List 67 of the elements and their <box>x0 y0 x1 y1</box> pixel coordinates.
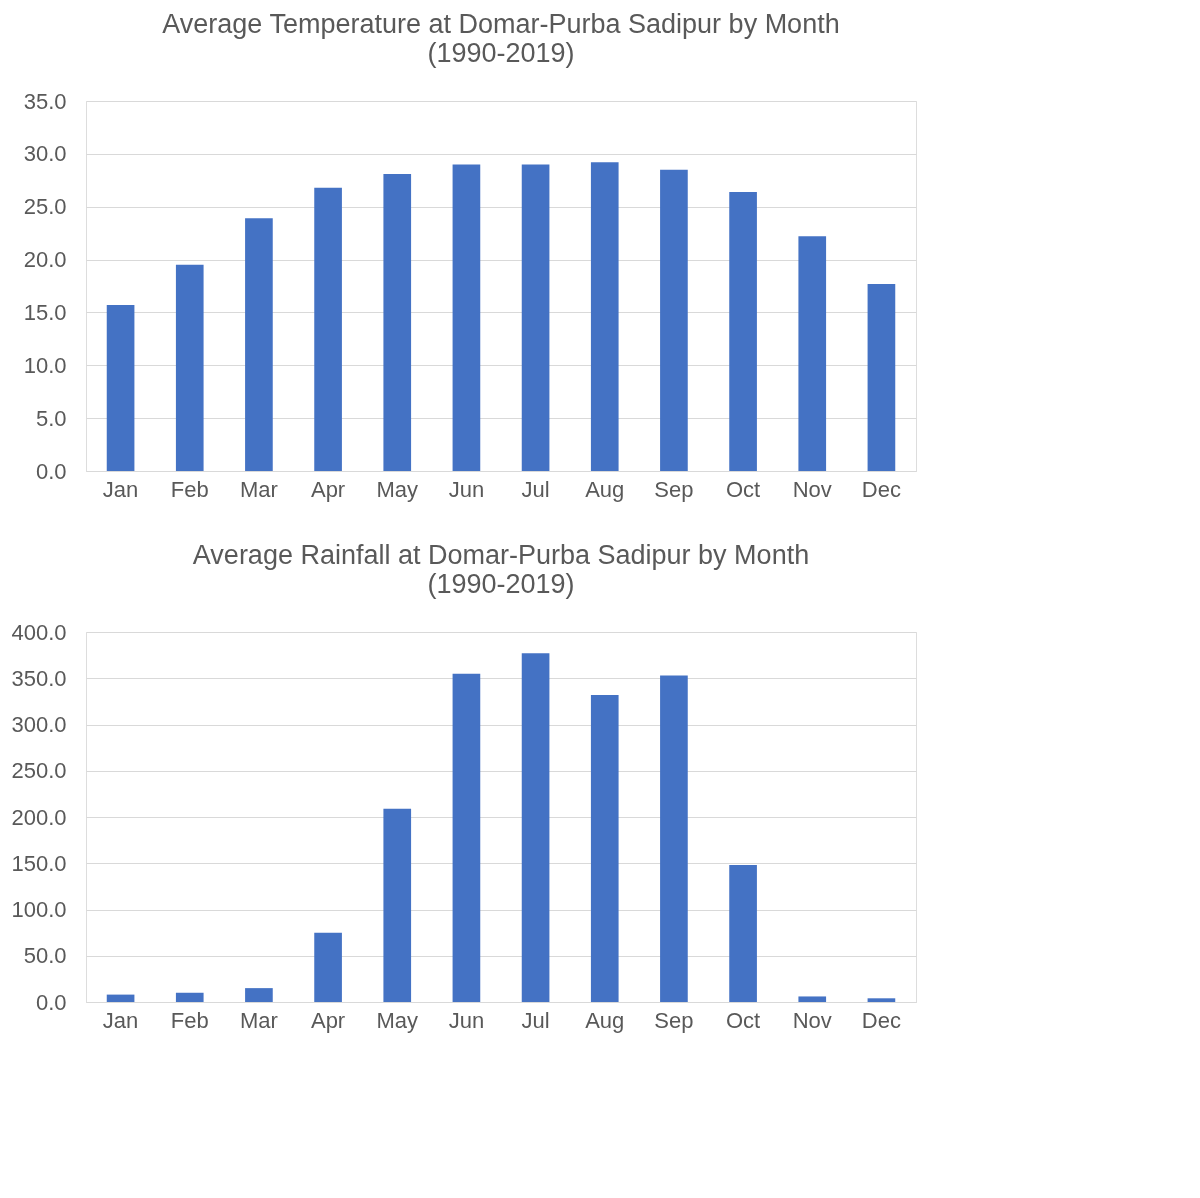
y-tick-label: 5.0 <box>35 405 67 431</box>
bar <box>245 988 273 1002</box>
y-tick-label: 50.0 <box>23 943 67 969</box>
y-tick-label: 400.0 <box>11 619 67 645</box>
bar <box>521 164 550 471</box>
y-tick-label: 35.0 <box>23 88 67 114</box>
y-tick-label: 100.0 <box>11 897 67 922</box>
bar <box>383 808 412 1002</box>
bar <box>798 236 827 471</box>
bar <box>660 169 688 471</box>
x-tick-label: Mar <box>239 476 278 502</box>
bar <box>729 865 757 1002</box>
bar <box>521 653 550 1002</box>
x-tick-label: Jan <box>102 476 139 502</box>
x-tick-label: Oct <box>725 476 761 502</box>
bar <box>590 694 619 1002</box>
y-tick-label: 0.0 <box>35 458 67 484</box>
x-tick-label: Jan <box>102 1007 139 1033</box>
x-tick-label: Jul <box>521 1007 550 1033</box>
y-tick-label: 350.0 <box>11 665 67 691</box>
x-tick-label: May <box>376 476 419 502</box>
x-tick-label: Mar <box>239 1007 278 1033</box>
x-tick-label: May <box>376 1007 419 1033</box>
bar <box>314 932 342 1002</box>
x-tick-label: Feb <box>170 476 209 502</box>
y-tick-label: 20.0 <box>23 247 67 273</box>
x-tick-label: Nov <box>792 476 832 502</box>
y-tick-label: 30.0 <box>23 141 67 167</box>
x-tick-label: Apr <box>310 1007 346 1033</box>
x-tick-label: Apr <box>310 476 346 502</box>
bar <box>314 187 342 471</box>
chart-title: Average Rainfall at Domar-Purba Sadipur by Month (1990-2019) <box>192 540 810 599</box>
x-tick-label: Sep <box>654 476 694 502</box>
bar <box>175 264 204 471</box>
y-tick-label: 10.0 <box>23 352 67 378</box>
x-tick-label: Aug <box>585 1007 625 1033</box>
x-tick-label: Aug <box>585 476 625 502</box>
y-tick-label: 200.0 <box>11 804 67 830</box>
bar <box>245 218 273 471</box>
bar <box>452 673 481 1002</box>
x-tick-label: Oct <box>725 1007 761 1033</box>
x-tick-label: Jul <box>521 476 550 502</box>
x-tick-label: Jun <box>448 1007 485 1033</box>
bar <box>590 162 619 471</box>
x-tick-label: Sep <box>654 1007 694 1033</box>
x-tick-label: Nov <box>792 1007 832 1033</box>
bar <box>660 675 688 1002</box>
y-tick-label: 300.0 <box>11 712 67 737</box>
y-tick-label: 250.0 <box>11 758 67 784</box>
bar <box>798 996 827 1002</box>
bar <box>383 173 412 471</box>
x-tick-label: Jun <box>448 476 485 502</box>
bar <box>729 191 757 471</box>
x-tick-label: Feb <box>170 1007 209 1033</box>
y-tick-label: 15.0 <box>23 299 67 325</box>
bar <box>175 992 204 1002</box>
y-tick-label: 0.0 <box>35 989 67 1015</box>
bar <box>867 283 896 471</box>
y-tick-label: 25.0 <box>23 194 67 220</box>
bar <box>106 994 135 1002</box>
x-tick-label: Dec <box>861 1007 901 1033</box>
y-tick-label: 150.0 <box>11 850 67 876</box>
bar <box>867 998 896 1002</box>
chart-title: Average Temperature at Domar-Purba Sadipur by Month (1990-2019) <box>162 9 840 68</box>
bar <box>452 164 481 471</box>
bar <box>106 305 135 471</box>
x-tick-label: Dec <box>861 476 901 502</box>
